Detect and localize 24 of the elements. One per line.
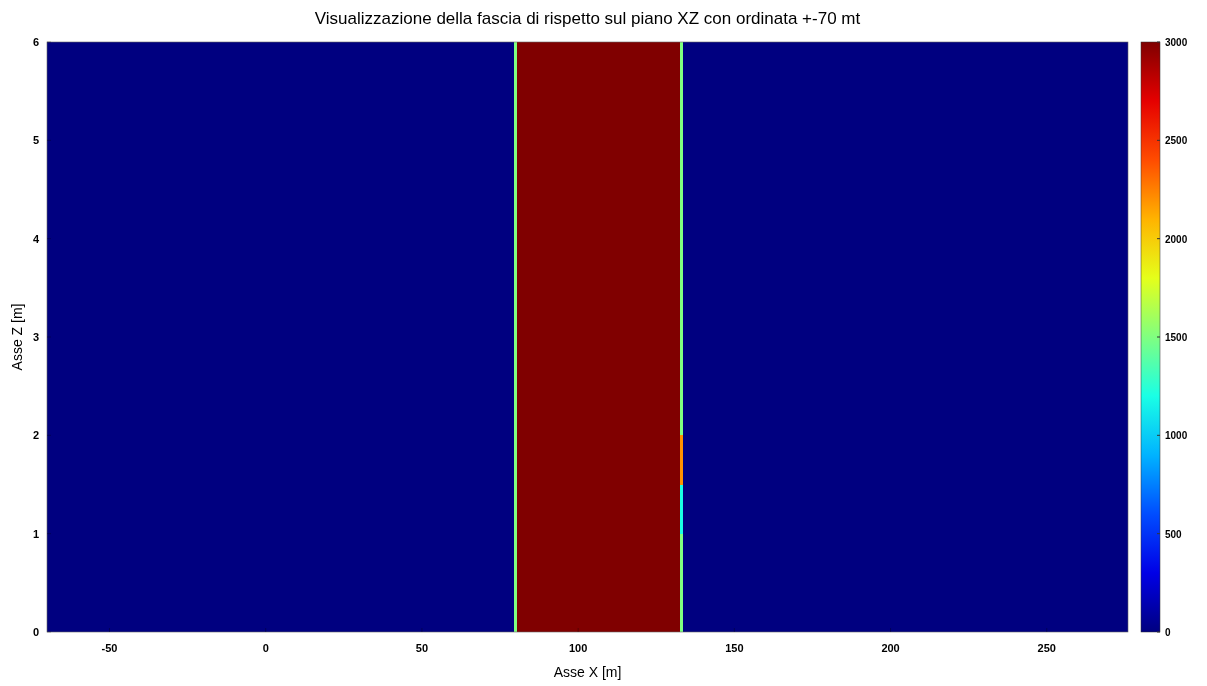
y-tick-label: 1 xyxy=(32,527,39,540)
color-bar-label: 0 xyxy=(1165,627,1171,638)
x-tick-label: 200 xyxy=(881,642,900,654)
y-tick-label: 4 xyxy=(32,232,40,245)
y-tick-label: 3 xyxy=(32,331,39,343)
y-tick-label: 0 xyxy=(32,626,39,638)
color-bar-label: 3000 xyxy=(1165,37,1188,48)
chart-title: Visualizzazione della fascia di rispetto sul piano XZ con ordinata +-70 mt xyxy=(314,9,861,28)
y-axis-title: Asse Z [m] xyxy=(9,303,25,371)
x-tick-label: -50 xyxy=(101,642,118,654)
x-tick-label: 250 xyxy=(1037,642,1056,654)
color-bar-label: 500 xyxy=(1165,528,1183,540)
x-tick-label: 150 xyxy=(725,642,744,654)
y-tick-label: 2 xyxy=(32,429,39,442)
color-bar-label: 2500 xyxy=(1165,135,1188,147)
y-tick-label: 6 xyxy=(32,36,39,48)
color-bar-label: 2000 xyxy=(1165,233,1188,245)
x-tick-label: 0 xyxy=(262,642,269,654)
x-axis-title: Asse X [m] xyxy=(553,664,622,680)
y-tick-label: 5 xyxy=(32,134,39,147)
x-tick-label: 100 xyxy=(568,642,588,654)
color-bar-label: 1500 xyxy=(1165,332,1188,343)
x-tick-label: 50 xyxy=(415,642,429,654)
color-bar-label: 1000 xyxy=(1165,430,1188,442)
